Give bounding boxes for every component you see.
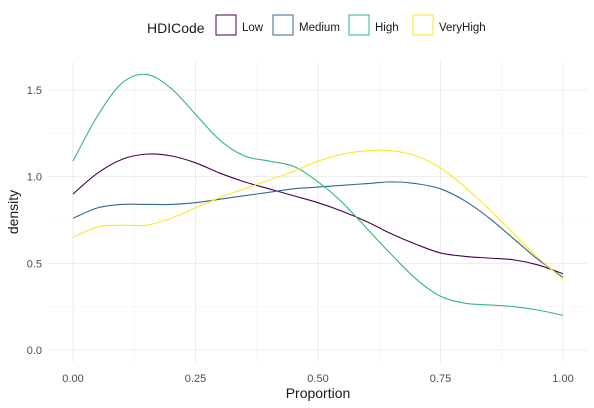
x-tick-label: 0.25 [185,373,206,385]
legend-label-low: Low [242,22,264,34]
legend-key-medium [273,15,293,35]
legend-key-low [216,15,236,35]
x-tick-label: 0.00 [62,373,83,385]
y-tick-label: 1.5 [27,85,42,97]
legend-label-high: High [375,22,399,34]
x-tick-label: 1.00 [552,373,573,385]
legend-title: HDICode [147,20,205,36]
x-tick-label: 0.75 [430,373,451,385]
legend-label-medium: Medium [299,22,340,34]
y-axis-title: density [5,190,21,234]
legend-label-veryhigh: VeryHigh [439,22,486,34]
legend-key-veryhigh [413,15,433,35]
legend-key-high [349,15,369,35]
y-tick-label: 0.5 [27,258,42,270]
x-axis-title: Proportion [286,385,351,401]
x-tick-label: 0.50 [307,373,328,385]
y-tick-label: 0.0 [27,345,42,357]
y-tick-label: 1.0 [27,172,42,184]
